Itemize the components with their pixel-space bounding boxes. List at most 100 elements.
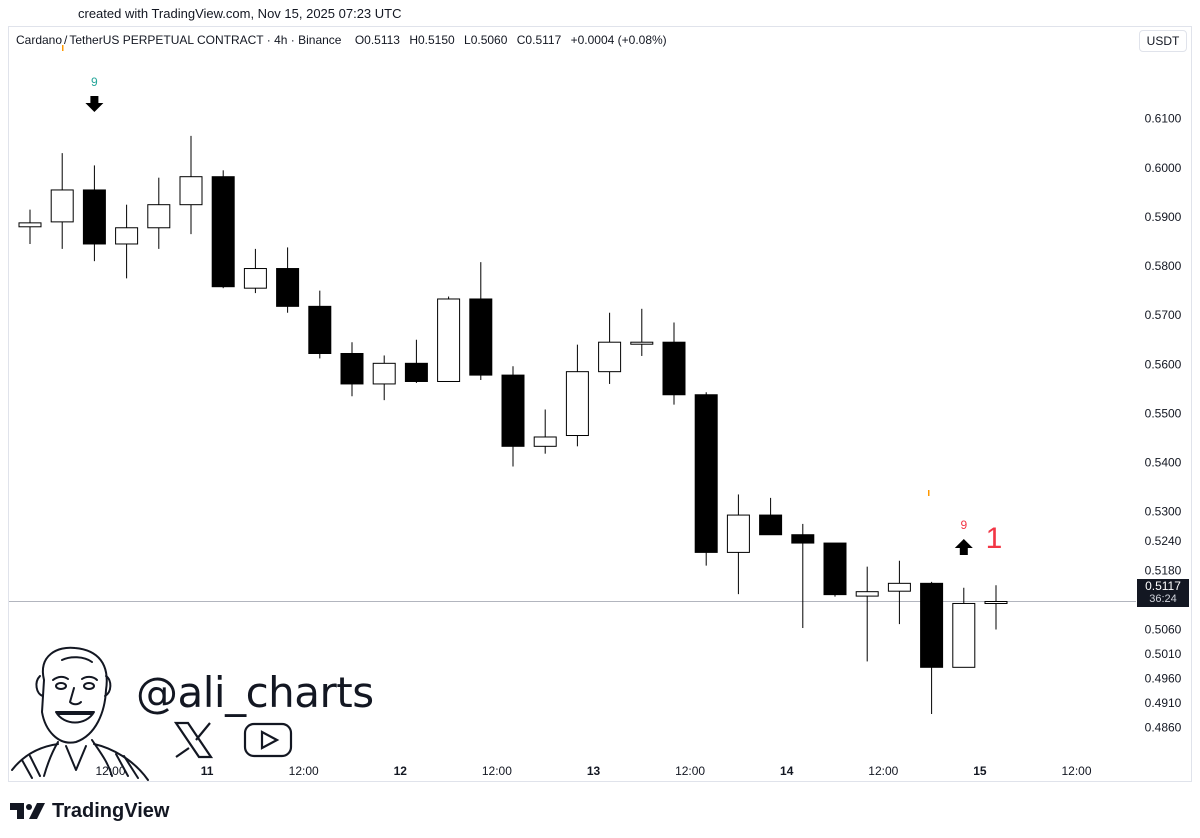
bear-candle: [823, 542, 847, 597]
author-handle: @ali_charts: [136, 668, 374, 717]
time-axis: 12:00 11 12:00 12 12:00 13 12:00 14 12:00 15 12:00: [95, 764, 1091, 778]
candle-body: [887, 582, 911, 592]
bull-candle: [887, 560, 911, 625]
symbol-slash: /: [64, 33, 68, 47]
candle-body: [855, 591, 879, 597]
sequential-count-label: 9: [960, 518, 967, 532]
candle-body: [404, 362, 428, 382]
bar-countdown: 36:24: [1149, 593, 1177, 605]
youtube-play-icon[interactable]: [243, 722, 293, 758]
last-price-value: 0.5117: [1145, 579, 1181, 593]
x-tick-label: 12:00: [868, 764, 898, 778]
candle-body: [598, 341, 622, 373]
candle-body: [308, 305, 332, 354]
ohlc-values: O0.5113 H0.5150 L0.5060 C0.5117 +0.0004 …: [355, 33, 673, 47]
y-tick-label: 0.5060: [1145, 623, 1182, 637]
bear-candle: [308, 290, 332, 359]
ohlc-high: H0.5150: [409, 33, 455, 47]
bull-candle: [726, 494, 750, 595]
candle-body: [50, 189, 74, 223]
bull-candle: [147, 177, 171, 249]
x-tick-label: 11: [201, 764, 214, 778]
chart-frame: [8, 26, 1192, 782]
y-tick-label: 0.5240: [1145, 534, 1182, 548]
candle-body: [726, 514, 750, 553]
bear-candle: [662, 322, 686, 405]
candle-body: [147, 204, 171, 229]
bull-candle: [243, 248, 267, 294]
bull-candle: [50, 153, 74, 249]
alert-marker-icon: [62, 45, 64, 51]
created-with-note: created with TradingView.com, Nov 15, 20…: [78, 6, 402, 21]
candle-body: [243, 268, 267, 289]
y-tick-label: 0.5900: [1145, 210, 1182, 224]
bull-candle: [18, 209, 42, 244]
avatar-portrait-icon: [11, 646, 149, 781]
bear-candle: [501, 366, 525, 467]
bull-candle: [372, 355, 396, 401]
x-tick-label: 13: [587, 764, 601, 778]
bear-candle: [469, 262, 493, 381]
y-tick-label: 0.5400: [1145, 456, 1182, 470]
candle-body: [952, 602, 976, 668]
x-tick-label: 15: [973, 764, 987, 778]
y-tick-label: 0.5700: [1145, 308, 1182, 322]
tradingview-wordmark: TradingView: [52, 799, 170, 822]
candle-body: [211, 176, 235, 288]
bull-candle: [952, 587, 976, 668]
symbol-name[interactable]: Cardano: [16, 33, 63, 47]
y-tick-label: 0.5180: [1145, 564, 1182, 578]
bull-candle: [598, 312, 622, 384]
candle-body: [565, 371, 589, 437]
alert-marker-icon: [928, 490, 930, 496]
sequential-count-large-label: 1: [986, 522, 1003, 555]
y-tick-label: 0.5800: [1145, 259, 1182, 273]
tradingview-brand[interactable]: TradingView: [10, 798, 169, 824]
bull-candle: [630, 308, 654, 356]
y-tick-label: 0.5010: [1145, 647, 1182, 661]
bear-candle: [340, 342, 364, 397]
y-tick-label: 0.6100: [1145, 112, 1182, 126]
ohlc-close: C0.5117: [516, 33, 562, 47]
bull-candle: [984, 585, 1008, 630]
candle-body: [340, 352, 364, 385]
price-axis: 0.6100 0.6000 0.5900 0.5800 0.5700 0.5600 0.55…: [1145, 112, 1182, 735]
candle-body: [372, 362, 396, 385]
candle-body: [179, 176, 203, 206]
bear-candle: [211, 170, 235, 289]
candle-body: [533, 436, 557, 447]
symbol-legend: Cardano / TetherUS PERPETUAL CONTRACT · 4h…: [16, 33, 673, 47]
candle-body: [469, 298, 493, 376]
y-tick-label: 0.4910: [1145, 696, 1182, 710]
x-tick-label: 12:00: [482, 764, 512, 778]
y-tick-label: 0.5500: [1145, 406, 1182, 420]
candle-body: [759, 514, 783, 536]
bull-candle: [565, 344, 589, 447]
y-tick-label: 0.6000: [1145, 161, 1182, 175]
y-tick-label: 0.5300: [1145, 505, 1182, 519]
x-logo-icon[interactable]: [173, 721, 214, 759]
buy-arrow-icon: [954, 539, 973, 555]
x-tick-label: 12:00: [289, 764, 319, 778]
bull-candle: [533, 409, 557, 454]
bull-candle: [179, 135, 203, 235]
bear-candle: [791, 523, 815, 629]
y-tick-label: 0.4860: [1145, 721, 1182, 735]
candle-body: [630, 341, 654, 345]
candle-body: [694, 394, 718, 553]
ohlc-open: O0.5113: [354, 33, 400, 47]
bull-candle: [855, 566, 879, 662]
x-tick-label: 12:00: [1061, 764, 1091, 778]
y-tick-label: 0.5600: [1145, 357, 1182, 371]
currency-button[interactable]: USDT: [1139, 30, 1187, 52]
bear-candle: [694, 392, 718, 566]
candle-body: [984, 601, 1008, 605]
candles-layer: [18, 135, 1008, 714]
bear-candle: [404, 339, 428, 383]
tradingview-logo-icon: [10, 803, 45, 819]
bear-candle: [82, 165, 106, 262]
annotations-layer: 9 9 1: [62, 45, 1002, 555]
candle-body: [115, 227, 139, 245]
bull-candle: [437, 296, 461, 382]
